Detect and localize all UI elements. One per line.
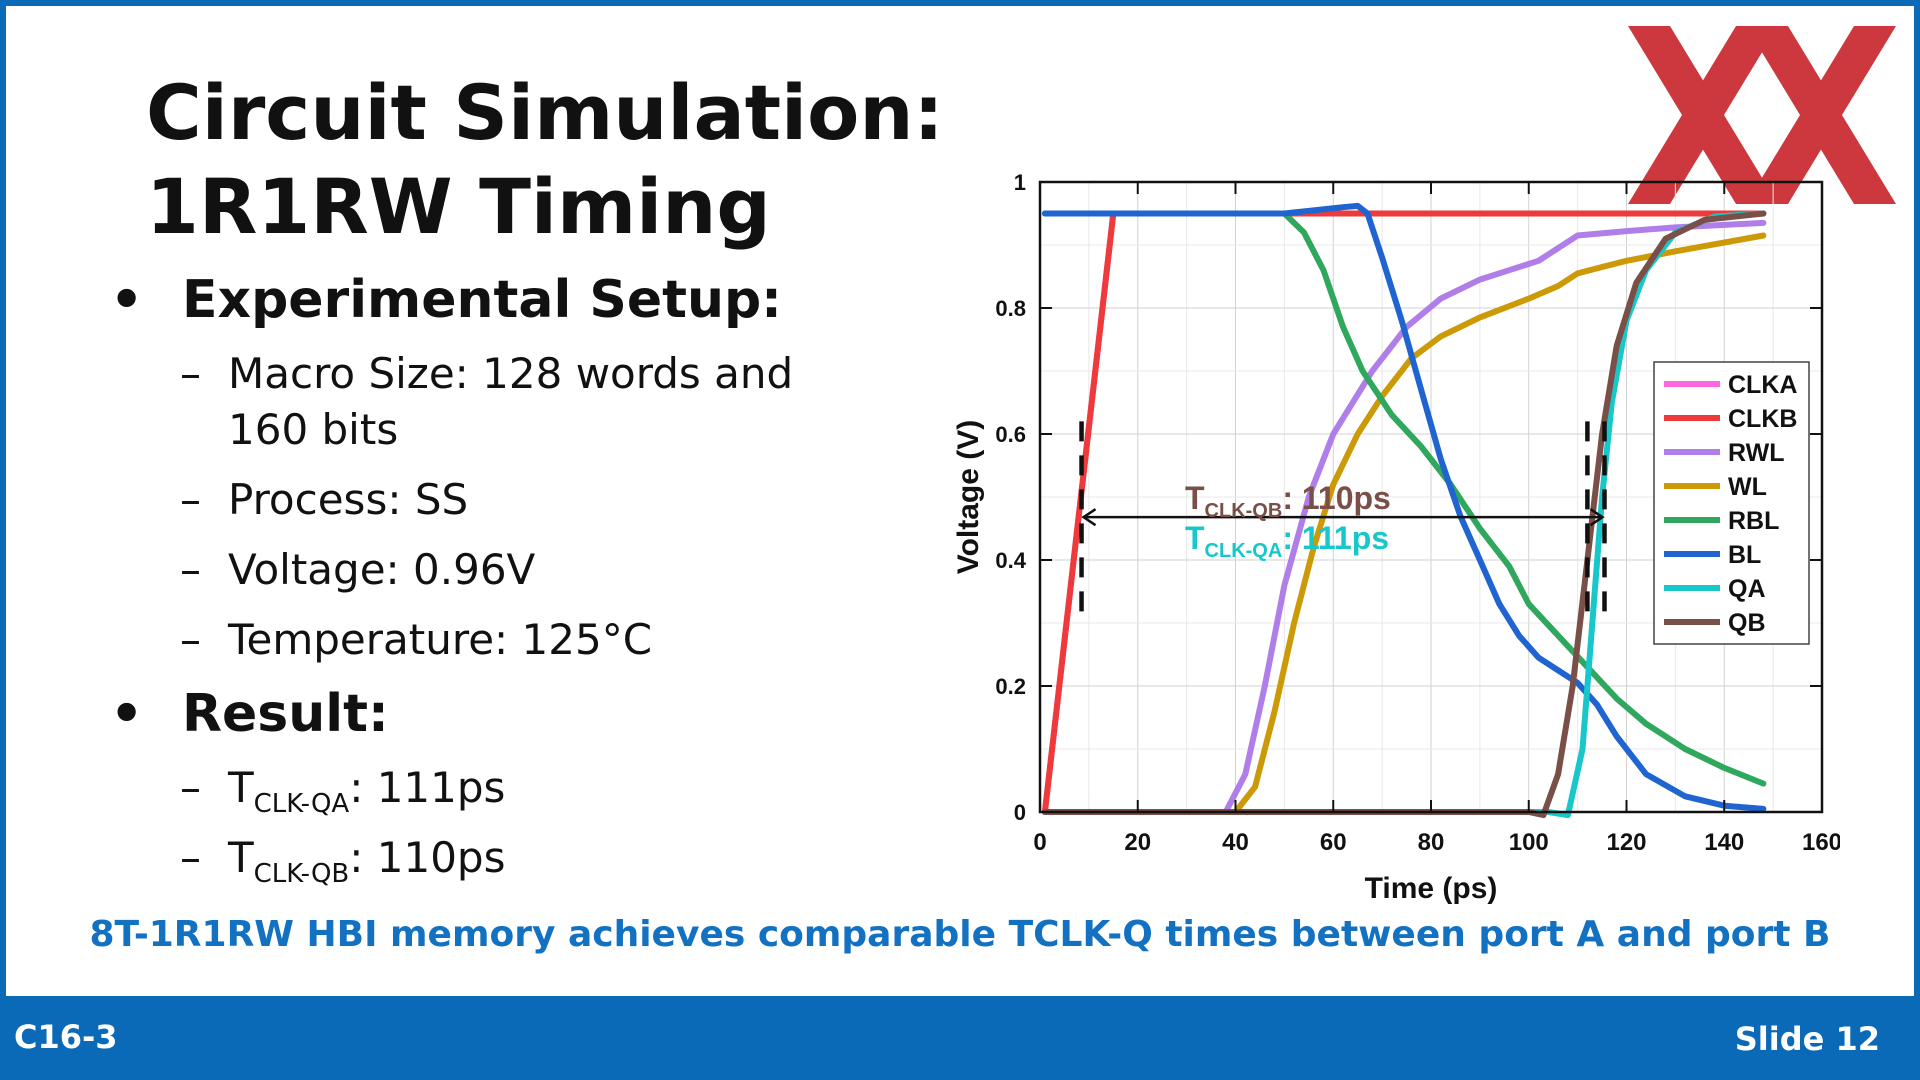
annotation-subscript: CLK-QB <box>1205 500 1283 522</box>
logo-stroke-1 <box>1628 26 1778 204</box>
tclk-subscript: CLK-QB <box>253 859 350 889</box>
x-tick-label: 40 <box>1222 829 1249 856</box>
sub-bullet-macro-size: – Macro Size: 128 words and 160 bits <box>110 346 850 458</box>
annotation-clk-qb: TCLK-QB: 110ps <box>1185 480 1391 522</box>
tclk-symbol: T <box>228 833 254 882</box>
legend-label-wl: WL <box>1728 473 1767 501</box>
series-line-rbl <box>1041 210 1767 787</box>
sub-bullet-process: – Process: SS <box>110 472 850 528</box>
y-tick-label: 0.4 <box>995 548 1026 573</box>
tclk-symbol: T <box>228 763 254 812</box>
dash-icon: – <box>180 763 201 812</box>
annotation-value: : 111ps <box>1282 520 1389 556</box>
dash-icon: – <box>180 833 201 882</box>
legend-label-bl: BL <box>1728 541 1761 569</box>
x-tick-label: 0 <box>1033 829 1046 856</box>
slide-title: Circuit Simulation: 1R1RW Timing <box>146 66 944 254</box>
bullet-experimental-setup: • Experimental Setup: <box>110 268 850 332</box>
sub-bullet-text: Temperature: 125°C <box>228 615 653 664</box>
bullet-label: Experimental Setup: <box>182 270 782 330</box>
sub-bullet-tclk-qa: – TCLK-QA: 111ps <box>110 760 850 819</box>
y-tick-label: 1 <box>1014 170 1026 195</box>
logo-stroke-3 <box>1746 26 1896 204</box>
y-tick-label: 0.8 <box>995 296 1026 321</box>
sub-bullet-tclk-qb: – TCLK-QB: 110ps <box>110 830 850 889</box>
legend-label-rbl: RBL <box>1728 507 1779 535</box>
tclk-value: : 110ps <box>349 833 506 882</box>
annotation-symbol: T <box>1185 480 1205 516</box>
legend-label-qa: QA <box>1728 575 1766 603</box>
annotation-subscript: CLK-QA <box>1205 540 1283 562</box>
annotation-clk-qa: TCLK-QA: 111ps <box>1185 520 1389 562</box>
arrow-head-right-icon <box>1589 508 1605 527</box>
chart-axes: 0 20 40 60 80 100 120 140 160 0 0.2 0.4 0.6 0.8 1 Time … <box>952 170 1840 905</box>
x-tick-label: 140 <box>1704 829 1744 856</box>
bullet-label: Result: <box>182 684 389 744</box>
sub-bullet-text: Process: SS <box>228 475 469 524</box>
legend-label-clka: CLKA <box>1728 371 1797 399</box>
y-tick-label: 0.2 <box>995 674 1026 699</box>
series-line-bl <box>1041 202 1767 812</box>
annotation-value: : 110ps <box>1282 480 1391 516</box>
series-line-qb <box>1041 210 1767 819</box>
legend-label-clkb: CLKB <box>1728 405 1797 433</box>
title-line-2: 1R1RW Timing <box>146 162 771 251</box>
y-tick-label: 0 <box>1014 800 1026 825</box>
sub-bullet-temperature: – Temperature: 125°C <box>110 612 850 668</box>
sub-bullet-text: Macro Size: 128 words and 160 bits <box>228 349 794 454</box>
legend-label-rwl: RWL <box>1728 439 1784 467</box>
bottom-bar: C16-3 Slide 12 <box>0 996 1920 1080</box>
session-code: C16-3 <box>14 1018 118 1056</box>
slide-number: Slide 12 <box>1734 1020 1880 1058</box>
annotation-symbol: T <box>1185 520 1205 556</box>
x-tick-label: 120 <box>1606 829 1646 856</box>
tclk-value: : 111ps <box>349 763 506 812</box>
x-tick-label: 160 <box>1802 829 1840 856</box>
x-tick-label: 20 <box>1124 829 1151 856</box>
series-line-rwl <box>1041 219 1767 815</box>
y-axis-label: Voltage (V) <box>952 420 985 574</box>
legend-label-qb: QB <box>1728 609 1766 637</box>
x-tick-label: 80 <box>1418 829 1445 856</box>
legend-box <box>1653 361 1810 645</box>
logo-icon <box>1628 26 1896 204</box>
bullet-list: • Experimental Setup: – Macro Size: 128 … <box>110 268 850 900</box>
chart-series <box>1041 202 1767 819</box>
bullet-dot-icon: • <box>110 684 144 744</box>
chart-legend: CLKA CLKB RWL WL RBL BL QA QB <box>1653 361 1810 645</box>
dash-icon: – <box>180 475 201 524</box>
arrow-head-left-icon <box>1081 508 1097 527</box>
tclk-subscript: CLK-QA <box>253 789 350 819</box>
sub-bullet-text: Voltage: 0.96V <box>228 545 536 594</box>
bullet-dot-icon: • <box>110 270 144 330</box>
bullet-result: • Result: <box>110 682 850 746</box>
title-line-1: Circuit Simulation: <box>146 68 944 157</box>
dash-icon: – <box>180 545 201 594</box>
sub-bullet-voltage: – Voltage: 0.96V <box>110 542 850 598</box>
footer-note: 8T-1R1RW HBI memory achieves comparable … <box>89 914 1831 955</box>
x-tick-label: 100 <box>1509 829 1549 856</box>
dash-icon: – <box>180 349 201 398</box>
dash-icon: – <box>180 615 201 664</box>
y-tick-label: 0.6 <box>995 422 1026 447</box>
x-tick-label: 60 <box>1320 829 1347 856</box>
x-axis-label: Time (ps) <box>1365 872 1498 905</box>
